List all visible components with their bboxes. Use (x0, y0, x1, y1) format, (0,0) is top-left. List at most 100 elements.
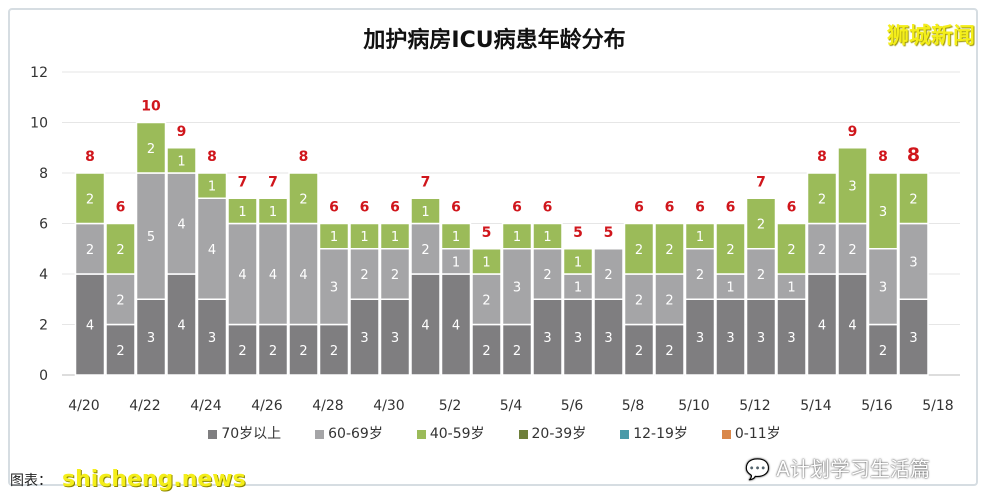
y-tick-label: 10 (30, 116, 48, 132)
bar-segment (166, 147, 197, 174)
bar-segment (349, 298, 380, 376)
bar-segment (257, 197, 289, 225)
legend-swatch (208, 430, 218, 439)
segment-label: 3 (513, 281, 521, 296)
bar-segment (532, 222, 563, 250)
x-tick-label: 5/14 (800, 398, 832, 414)
segment-label: 1 (513, 230, 521, 245)
bar-segment (471, 248, 502, 275)
y-tick-label: 8 (39, 166, 48, 182)
bar-segment (867, 323, 899, 376)
legend-swatch (518, 430, 528, 439)
segment-label: 3 (879, 205, 887, 220)
segment-label: 1 (482, 255, 490, 270)
bar-segment (776, 298, 807, 376)
segment-label: 3 (726, 331, 734, 346)
x-tick-label: 5/2 (439, 398, 462, 414)
total-label: 8 (817, 149, 827, 165)
bar-segment (898, 298, 929, 376)
segment-label: 1 (330, 230, 338, 245)
bar-segment (715, 298, 746, 376)
segment-label: 1 (238, 205, 246, 220)
bar-segment (166, 172, 197, 275)
segment-label: 3 (574, 331, 582, 346)
segment-label: 2 (116, 243, 124, 258)
segment-label: 3 (391, 331, 399, 346)
watermark-wechat: 💬 A计划学习生活篇 (745, 456, 930, 482)
bar-segment (379, 298, 411, 376)
segment-label: 3 (909, 255, 917, 270)
bar-segment (105, 323, 136, 376)
segment-label: 4 (208, 243, 216, 258)
segment-label: 4 (177, 218, 185, 233)
bar-segment (593, 298, 624, 376)
segment-label: 3 (330, 281, 338, 296)
total-label: 6 (787, 200, 797, 216)
bar-segment (562, 298, 594, 376)
segment-label: 2 (909, 192, 917, 207)
legend-item: 60-69岁 (315, 426, 383, 443)
segment-label: 4 (269, 268, 277, 283)
segment-label: 2 (787, 243, 795, 258)
x-tick-label: 5/10 (678, 398, 709, 414)
segment-label: 2 (635, 293, 643, 308)
segment-label: 2 (604, 268, 612, 283)
segment-label: 1 (421, 205, 429, 220)
total-label: 8 (207, 149, 217, 165)
y-tick-label: 6 (39, 217, 48, 233)
x-tick-label: 4/28 (312, 398, 343, 414)
bar-segment (288, 172, 319, 225)
segment-label: 3 (543, 331, 551, 346)
segment-label: 4 (452, 319, 460, 334)
legend-item: 70岁以上 (208, 426, 281, 443)
x-tick-label: 5/8 (622, 398, 645, 414)
segment-label: 2 (421, 243, 429, 258)
segment-label: 5 (147, 230, 155, 245)
bar-segment (440, 248, 472, 275)
logo: 狮城新闻 (886, 24, 975, 49)
total-label: 5 (604, 225, 614, 241)
legend-label: 70岁以上 (221, 426, 282, 442)
segment-label: 1 (452, 255, 460, 270)
total-label: 6 (665, 200, 675, 216)
bar-segment (379, 222, 411, 250)
bar-segment (471, 273, 502, 326)
segment-label: 2 (116, 344, 124, 359)
bar-segment (135, 172, 167, 300)
segment-label: 2 (696, 268, 704, 283)
segment-label: 2 (330, 344, 338, 359)
x-tick-label: 5/18 (922, 398, 953, 414)
bar-segment (684, 298, 716, 376)
y-tick-label: 12 (30, 65, 48, 81)
bar-segment (562, 248, 594, 275)
segment-label: 1 (726, 281, 734, 296)
total-label: 6 (543, 200, 553, 216)
segment-label: 2 (818, 243, 826, 258)
segment-label: 1 (543, 230, 551, 245)
segment-label: 2 (665, 243, 673, 258)
bar-segment (196, 172, 228, 199)
segment-label: 1 (269, 205, 277, 220)
total-label: 5 (573, 225, 583, 241)
segment-label: 2 (269, 344, 277, 359)
total-label: 6 (329, 200, 339, 216)
segment-label: 4 (299, 268, 307, 283)
segment-label: 2 (299, 192, 307, 207)
bar-segment (74, 222, 106, 275)
total-label: 5 (482, 225, 492, 241)
total-label: 8 (85, 149, 95, 165)
segment-label: 2 (116, 293, 124, 308)
bar-segment (745, 298, 777, 376)
bar-segment (440, 222, 472, 250)
segment-label: 4 (86, 319, 94, 334)
segment-label: 2 (879, 344, 887, 359)
total-label: 9 (177, 124, 187, 140)
bar-segment (227, 197, 258, 225)
segment-label: 2 (848, 243, 856, 258)
segment-label: 2 (665, 344, 673, 359)
watermark-wechat-text: A计划学习生活篇 (776, 457, 930, 481)
legend-item: 0-11岁 (721, 426, 781, 443)
legend-swatch (315, 430, 325, 439)
segment-label: 2 (299, 344, 307, 359)
